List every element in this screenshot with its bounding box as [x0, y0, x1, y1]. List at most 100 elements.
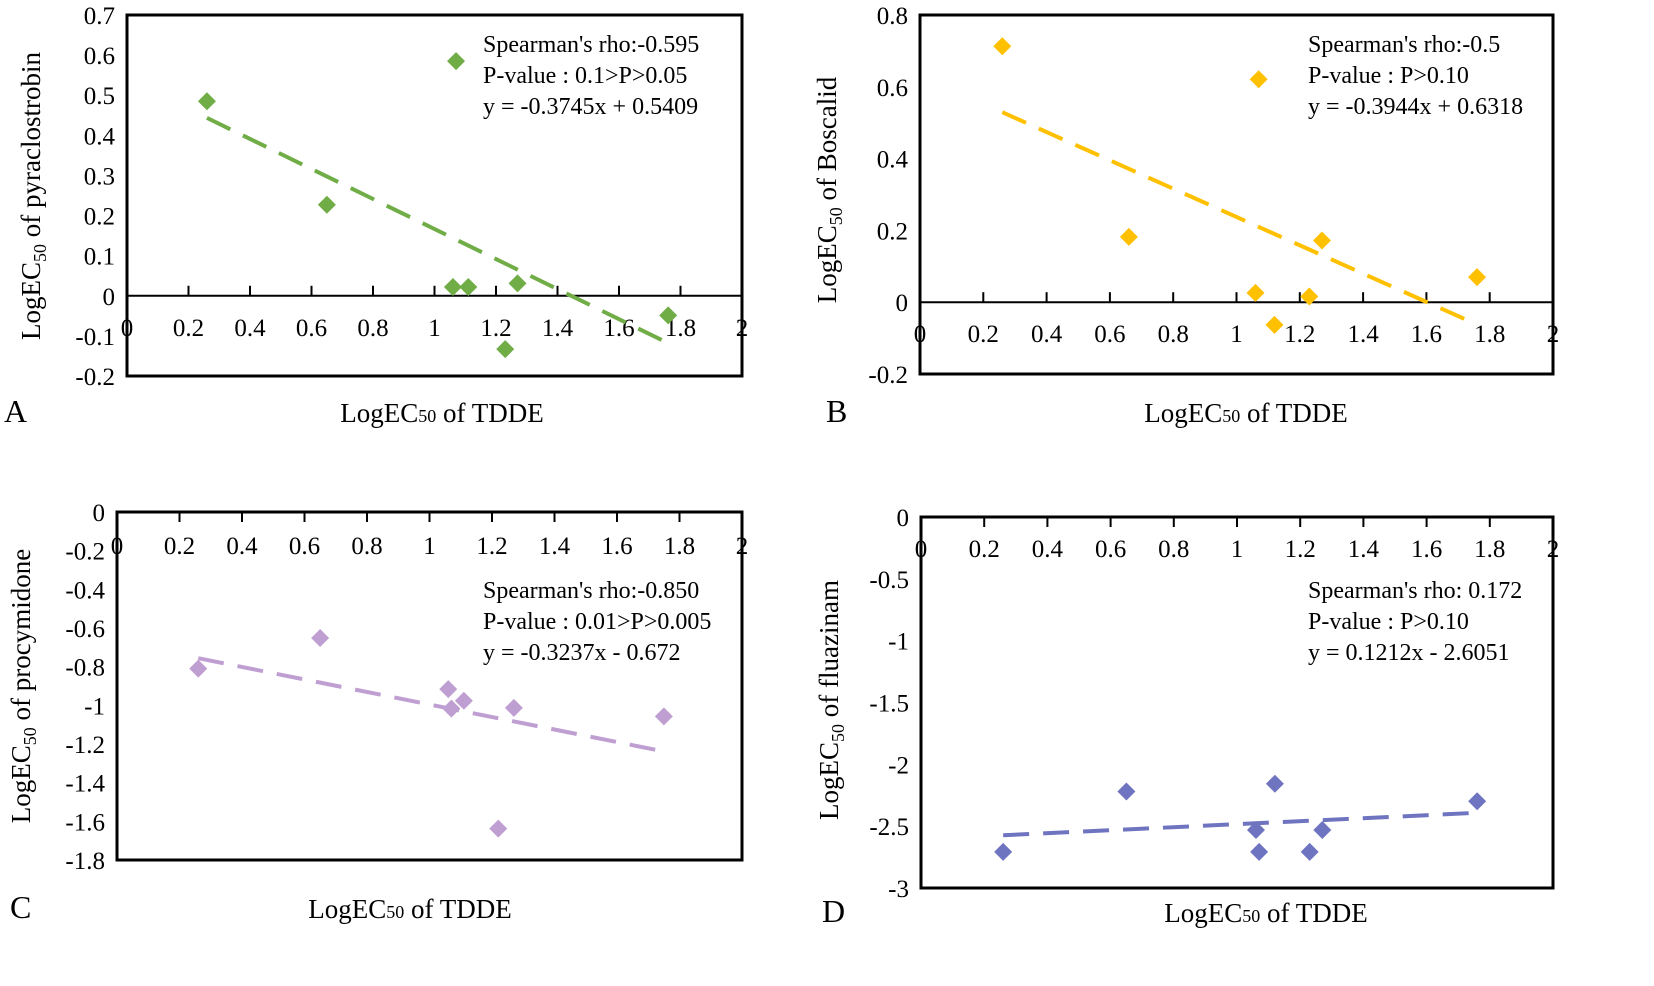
x-tick-label: 0.8 [357, 315, 388, 342]
data-point [1312, 231, 1331, 250]
data-point [311, 629, 330, 648]
data-point [1300, 287, 1319, 306]
x-tick-label: 0 [111, 533, 124, 560]
y-tick-label: -1.4 [65, 771, 105, 798]
x-tick-label: 0.6 [1095, 536, 1126, 563]
x-tick-label: 0.6 [296, 315, 327, 342]
y-axis-title-suffix: of fluazinam [814, 580, 844, 724]
stat-annotation: y = -0.3944x + 0.6318 [1308, 94, 1523, 120]
panel-letter: B [826, 393, 847, 429]
plot-area-frame [125, 13, 744, 378]
data-point [1119, 227, 1138, 246]
x-tick-label: 0.2 [968, 321, 999, 348]
y-tick-label: 0.1 [84, 244, 115, 271]
y-tick-label: -0.6 [65, 616, 105, 643]
data-point [496, 340, 515, 359]
x-axis-title-suffix: of TDDE [1240, 398, 1348, 428]
data-point [504, 698, 523, 717]
y-axis-title: LogEC50 of procymidone [6, 549, 40, 823]
y-tick-label: -1 [888, 629, 909, 656]
data-point [197, 92, 216, 111]
x-axis-title-prefix: LogEC [308, 894, 386, 924]
x-tick-label: 0.4 [234, 315, 266, 342]
data-point [994, 842, 1013, 861]
stat-annotation: Spearman's rho:-0.5 [1308, 32, 1500, 58]
y-tick-label: 0.2 [84, 204, 115, 231]
x-axis-title-sub: 50 [1242, 906, 1260, 926]
x-tick-label: 1.8 [664, 533, 695, 560]
data-point [489, 819, 508, 838]
x-tick-label: 1.8 [1474, 321, 1505, 348]
stat-annotation: P-value : 0.1>P>0.05 [483, 63, 687, 89]
x-axis-title-suffix: of TDDE [1260, 898, 1368, 928]
y-tick-label: -0.5 [869, 567, 909, 594]
x-tick-label: 1.4 [539, 533, 571, 560]
y-axis-title-prefix: LogEC [812, 225, 842, 303]
data-point [1249, 70, 1268, 89]
y-axis-title-suffix: of pyraclostrobin [16, 52, 46, 244]
y-axis-title-sub: 50 [30, 244, 50, 262]
stat-annotation: Spearman's rho:-0.595 [483, 32, 699, 58]
x-tick-label: 1.4 [1348, 536, 1380, 563]
plot-area-frame [115, 510, 744, 862]
panel-b: 0 0.2 0.4 0.6 0.8 1 1.2 1.4 1.6 1.8 2-0.200.20.40.… [812, 3, 1559, 429]
panel-letter: C [10, 889, 31, 925]
stat-annotation: Spearman's rho: 0.172 [1308, 578, 1522, 604]
y-axis-title: LogEC50 of Boscalid [812, 76, 846, 303]
data-point [189, 659, 208, 678]
y-axis-title: LogEC50 of fluazinam [814, 580, 848, 820]
y-axis-title: LogEC50 of pyraclostrobin [16, 52, 50, 340]
x-tick-label: 0.4 [1031, 321, 1063, 348]
y-axis-title-sub: 50 [826, 207, 846, 225]
x-tick-label: 1.6 [1411, 536, 1442, 563]
stat-annotation: y = -0.3745x + 0.5409 [483, 94, 698, 120]
x-axis-title-prefix: LogEC [340, 398, 418, 428]
y-axis-title-prefix: LogEC [16, 262, 46, 340]
y-tick-label: -0.8 [65, 655, 105, 682]
panel-a: 0 0.2 0.4 0.6 0.8 1 1.2 1.4 1.6 1.8 2-0.2-0.100.10… [4, 3, 748, 429]
data-point [459, 277, 478, 296]
x-axis-title-suffix: of TDDE [436, 398, 544, 428]
trendline [197, 656, 668, 755]
plot-area-frame [918, 13, 1555, 376]
x-axis-title: LogEC50 of TDDE [1164, 898, 1368, 928]
x-tick-label: 1.2 [480, 315, 511, 342]
data-point [1265, 774, 1284, 793]
data-point [1117, 782, 1136, 801]
x-axis-title-suffix: of TDDE [404, 894, 512, 924]
data-point [1246, 283, 1265, 302]
panel-letter: A [4, 393, 27, 429]
y-axis-title-prefix: LogEC [814, 742, 844, 820]
y-axis-title-sub: 50 [828, 724, 848, 742]
x-tick-label: 0.6 [1094, 321, 1125, 348]
data-point [993, 37, 1012, 56]
x-tick-label: 0.4 [226, 533, 258, 560]
stat-annotation: P-value : P>0.10 [1308, 609, 1469, 635]
y-tick-label: 0 [93, 500, 106, 527]
y-tick-label: 0.8 [877, 3, 908, 30]
y-tick-label: 0.4 [84, 123, 116, 150]
x-tick-label: 0.2 [173, 315, 204, 342]
x-axis-title: LogEC50 of TDDE [340, 398, 544, 428]
x-tick-label: 1.6 [1411, 321, 1442, 348]
trendline [1001, 110, 1478, 327]
y-tick-label: -0.2 [75, 364, 115, 391]
x-tick-label: 1.8 [1474, 536, 1505, 563]
stat-annotation: P-value : 0.01>P>0.005 [483, 609, 711, 635]
data-point [1313, 821, 1332, 840]
stat-annotation: Spearman's rho:-0.850 [483, 578, 699, 604]
x-axis-title: LogEC50 of TDDE [308, 894, 512, 924]
x-axis-title-sub: 50 [418, 406, 436, 426]
y-axis-title-prefix: LogEC [6, 745, 36, 823]
x-tick-label: 2 [1547, 536, 1560, 563]
y-tick-label: -1 [84, 693, 105, 720]
x-tick-label: 0.8 [1158, 536, 1189, 563]
x-tick-label: 0.8 [351, 533, 382, 560]
y-tick-label: -1.2 [65, 732, 105, 759]
panel-letter: D [822, 893, 845, 929]
y-tick-label: -0.4 [65, 577, 105, 604]
x-tick-label: 1.4 [542, 315, 574, 342]
data-point [439, 680, 458, 699]
x-tick-label: 1 [428, 315, 441, 342]
data-point [454, 691, 473, 710]
